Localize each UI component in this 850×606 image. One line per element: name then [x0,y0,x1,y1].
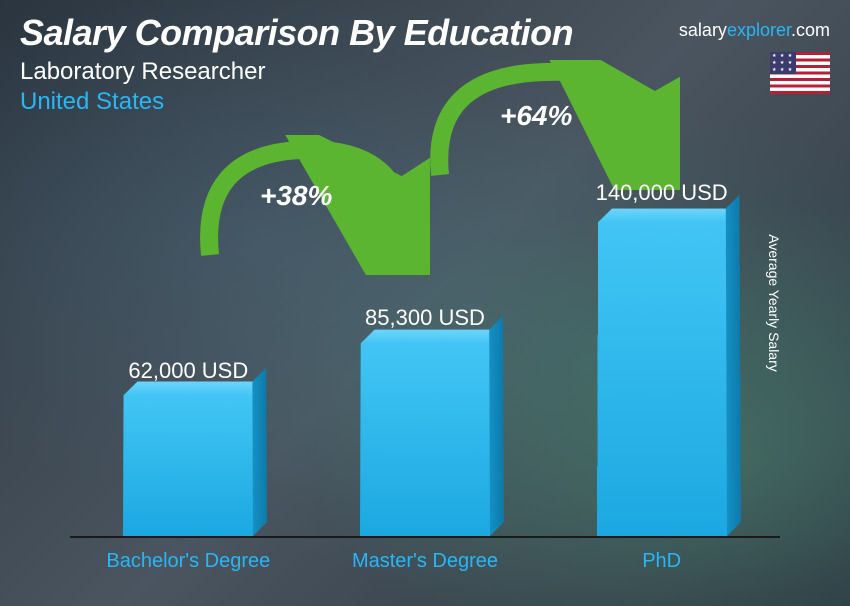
brand-part2: explorer [727,20,791,40]
pct-label-2: +64% [500,100,572,132]
bar-label-1: Master's Degree [335,548,515,574]
country-label: United States [20,88,830,116]
bar-group-0: 62,000 USD Bachelor's Degree [98,358,278,536]
bar-1 [360,343,490,536]
bar-2 [597,222,727,536]
bar-0 [123,395,253,536]
subtitle: Laboratory Researcher [20,58,830,86]
bar-value-1: 85,300 USD [365,305,485,331]
brand-logo: salaryexplorer.com [679,20,830,41]
bar-chart: 62,000 USD Bachelor's Degree 85,300 USD … [70,158,780,538]
bar-group-1: 85,300 USD Master's Degree [335,305,515,536]
bar-value-2: 140,000 USD [596,180,728,206]
bar-label-0: Bachelor's Degree [98,548,278,574]
brand-part1: salary [679,20,727,40]
brand-part3: .com [791,20,830,40]
bar-label-2: PhD [572,548,752,574]
flag-icon [770,52,830,94]
bar-group-2: 140,000 USD PhD [572,180,752,536]
bar-value-0: 62,000 USD [128,358,248,384]
